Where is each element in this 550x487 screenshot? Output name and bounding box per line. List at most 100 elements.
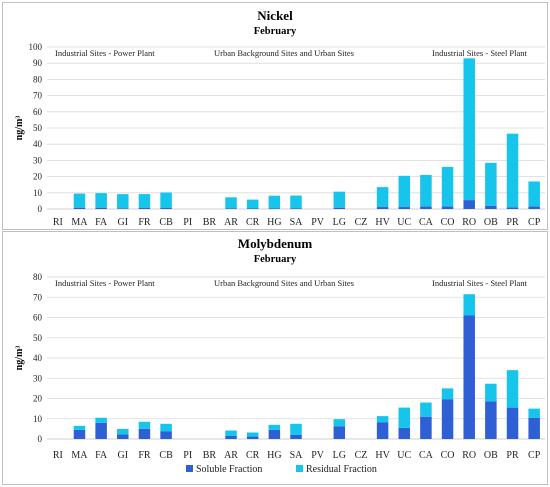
legend-soluble-swatch	[186, 465, 193, 472]
molybdenum-bar-residual-cb	[160, 423, 172, 432]
nickel-bar-residual-fa	[95, 193, 107, 208]
molybdenum-y-tick-label: 50	[33, 333, 43, 343]
molybdenum-bar-soluble-ar	[225, 435, 237, 439]
molybdenum-bar-residual-ro	[463, 294, 475, 316]
molybdenum-x-tick-label-fa: FA	[95, 450, 108, 461]
nickel-x-tick-label-pr: PR	[506, 217, 519, 228]
nickel-x-tick-label-gi: GI	[118, 217, 129, 228]
molybdenum-bar-soluble-cb	[160, 431, 172, 439]
molybdenum-y-tick-label: 60	[33, 313, 43, 323]
molybdenum-bar-residual-ar	[225, 430, 237, 436]
nickel-x-tick-label-cb: CB	[159, 217, 173, 228]
nickel-bar-residual-ro	[463, 58, 475, 201]
molybdenum-bar-residual-co	[441, 388, 454, 400]
molybdenum-bar-soluble-co	[441, 399, 454, 439]
nickel-bar-soluble-ma	[73, 207, 86, 209]
legend-soluble-label: Soluble Fraction	[196, 464, 262, 475]
nickel-bar-residual-hv	[376, 187, 389, 208]
molybdenum-panel-frame	[2, 231, 548, 485]
nickel-bar-soluble-cb	[160, 208, 172, 209]
nickel-y-tick-label: 40	[33, 139, 43, 149]
nickel-region-label-urban: Urban Background Sites and Urban Sites	[214, 48, 354, 58]
molybdenum-bar-residual-fr	[138, 421, 151, 429]
molybdenum-y-tick-label: 20	[33, 394, 43, 404]
nickel-y-tick-label: 70	[33, 91, 43, 101]
nickel-bar-residual-fr	[138, 194, 151, 209]
nickel-bar-residual-gi	[117, 194, 129, 209]
molybdenum-bar-residual-ma	[73, 425, 86, 430]
molybdenum-bar-residual-hg	[268, 424, 281, 430]
nickel-bar-soluble-hv	[376, 207, 389, 209]
nickel-y-tick-label: 100	[29, 42, 43, 52]
molybdenum-x-tick-label-sa: SA	[290, 450, 304, 461]
molybdenum-bar-soluble-fr	[138, 428, 151, 439]
molybdenum-bar-soluble-pr	[506, 407, 519, 439]
molybdenum-x-tick-label-hg: HG	[267, 450, 281, 461]
nickel-plot: 0 10 20 30 40 50 60 70 80 90 100 RI MA FA GI FR CB PI BR AR…	[29, 42, 545, 228]
molybdenum-x-tick-label-br: BR	[203, 450, 217, 461]
nickel-x-tick-label-ob: OB	[484, 217, 498, 228]
molybdenum-bar-residual-sa	[290, 423, 302, 435]
nickel-bar-soluble-cp	[528, 206, 540, 209]
nickel-bar-soluble-ro	[463, 200, 475, 209]
nickel-y-tick-label: 90	[33, 58, 43, 68]
molybdenum-x-tick-label-cr: CR	[246, 450, 260, 461]
nickel-bar-residual-pr	[506, 133, 519, 208]
molybdenum-x-tick-label-pi: PI	[183, 450, 192, 461]
nickel-x-tick-label-ro: RO	[462, 217, 476, 228]
nickel-x-tick-label-lg: LG	[333, 217, 346, 228]
molybdenum-x-tick-label-cp: CP	[528, 450, 541, 461]
nickel-x-tick-label-pv: PV	[311, 217, 325, 228]
nickel-x-tick-label-br: BR	[203, 217, 217, 228]
molybdenum-bar-residual-hv	[376, 416, 389, 423]
molybdenum-bar-residual-pr	[506, 370, 519, 408]
nickel-x-tick-label-ca: CA	[419, 217, 434, 228]
nickel-x-tick-label-hv: HV	[375, 217, 390, 228]
nickel-x-tick-label-cz: CZ	[355, 217, 368, 228]
nickel-y-tick-label: 50	[33, 123, 43, 133]
nickel-y-axis-label: ng/m³	[14, 116, 25, 141]
nickel-x-tick-label-fa: FA	[95, 217, 108, 228]
molybdenum-y-tick-label: 0	[38, 434, 43, 444]
molybdenum-bar-residual-gi	[117, 428, 129, 435]
nickel-x-tick-label-ma: MA	[71, 217, 88, 228]
molybdenum-bar-residual-fa	[95, 417, 107, 423]
molybdenum-x-tick-label-cb: CB	[159, 450, 173, 461]
nickel-x-tick-label-cr: CR	[246, 217, 260, 228]
molybdenum-x-tick-label-ri: RI	[53, 450, 63, 461]
molybdenum-bar-residual-cr	[246, 432, 259, 437]
molybdenum-region-label-urban: Urban Background Sites and Urban Sites	[214, 278, 354, 288]
nickel-bar-residual-uc	[398, 175, 411, 208]
nickel-y-tick-label: 10	[33, 188, 43, 198]
nickel-x-tick-label-co: CO	[441, 217, 455, 228]
molybdenum-bar-soluble-hg	[268, 429, 281, 439]
molybdenum-y-tick-label: 30	[33, 373, 43, 383]
nickel-bar-soluble-ca	[420, 206, 432, 209]
nickel-bar-residual-co	[441, 166, 454, 207]
nickel-bar-residual-ca	[420, 174, 432, 207]
nickel-x-tick-label-uc: UC	[397, 217, 411, 228]
molybdenum-bar-residual-lg	[333, 419, 346, 427]
nickel-bar-residual-cb	[160, 192, 172, 209]
molybdenum-x-tick-label-ar: AR	[224, 450, 238, 461]
molybdenum-bar-residual-cp	[528, 408, 540, 418]
nickel-bar-soluble-uc	[398, 207, 411, 209]
nickel-x-tick-label-pi: PI	[183, 217, 192, 228]
nickel-bar-residual-ob	[485, 162, 497, 206]
nickel-region-label-power: Industrial Sites - Power Plant	[55, 48, 155, 58]
molybdenum-title: Molybdenum	[238, 236, 313, 251]
molybdenum-bar-soluble-ob	[485, 401, 497, 439]
nickel-bar-soluble-lg	[333, 207, 346, 209]
nickel-y-tick-label: 20	[33, 172, 43, 182]
molybdenum-x-tick-label-fr: FR	[138, 450, 151, 461]
nickel-panel-frame	[2, 2, 548, 230]
molybdenum-bar-soluble-cp	[528, 417, 540, 439]
nickel-y-tick-label: 80	[33, 74, 43, 84]
molybdenum-bar-residual-ob	[485, 383, 497, 402]
nickel-bar-soluble-pr	[506, 207, 519, 209]
molybdenum-bar-soluble-gi	[117, 434, 129, 439]
molybdenum-y-tick-label: 10	[33, 414, 43, 424]
molybdenum-bar-residual-ca	[420, 402, 432, 417]
molybdenum-region-label-power: Industrial Sites - Power Plant	[55, 278, 155, 288]
